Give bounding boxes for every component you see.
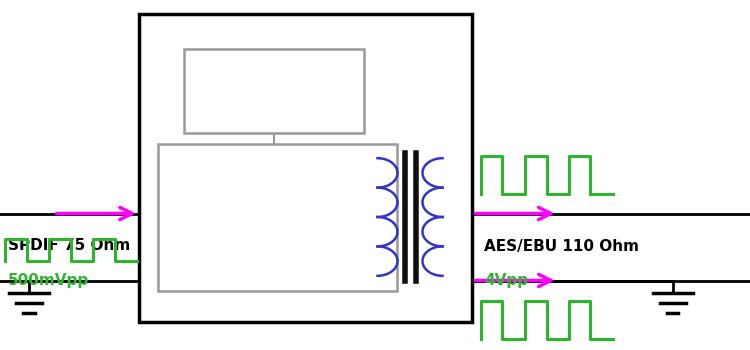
Text: Module de conversion
impédance et niveau: Module de conversion impédance et niveau <box>209 203 346 231</box>
Bar <box>139 14 472 322</box>
Text: AES/EBU 110 Ohm: AES/EBU 110 Ohm <box>484 238 640 253</box>
Bar <box>158 144 398 290</box>
Bar <box>184 49 364 133</box>
Text: 4Vpp: 4Vpp <box>484 273 529 288</box>
Text: 500mVpp: 500mVpp <box>8 273 89 288</box>
Text: SPDIF 75 Ohm: SPDIF 75 Ohm <box>8 238 130 253</box>
Text: Batterie et module
de charge: Batterie et module de charge <box>214 77 333 105</box>
